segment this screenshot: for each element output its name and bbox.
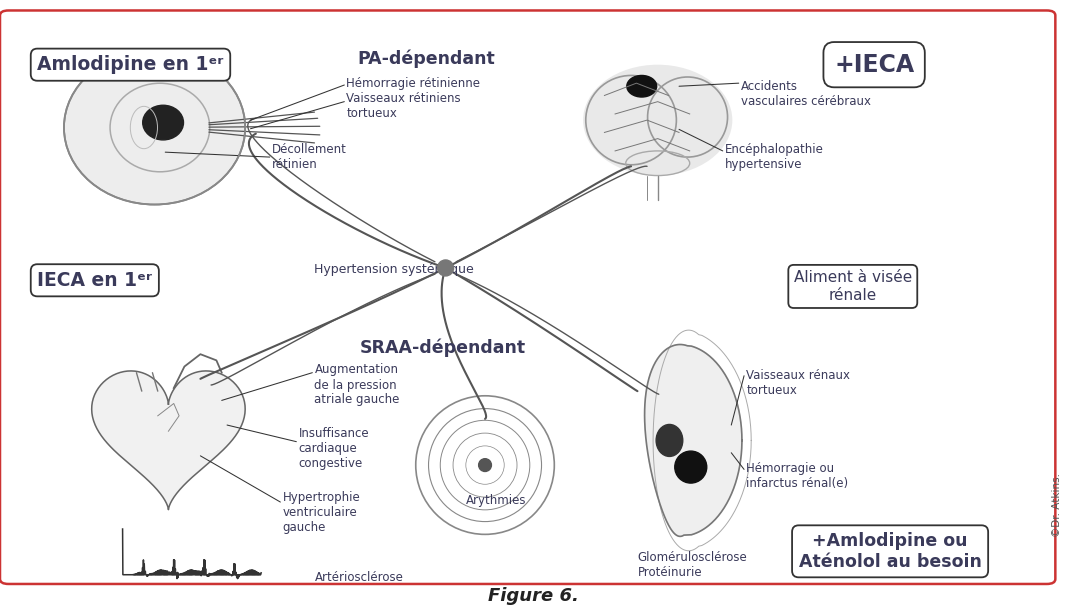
Text: SRAA-dépendant: SRAA-dépendant [359, 339, 526, 357]
Text: Insuffisance
cardiaque
congestive: Insuffisance cardiaque congestive [298, 427, 369, 470]
Text: Glomérulosclérose
Protéinurie: Glomérulosclérose Protéinurie [637, 551, 747, 579]
Text: Aliment à visée
rénale: Aliment à visée rénale [794, 270, 911, 302]
Text: +IECA: +IECA [834, 53, 915, 76]
Text: IECA en 1ᵉʳ: IECA en 1ᵉʳ [37, 271, 152, 290]
Ellipse shape [143, 105, 183, 140]
Ellipse shape [583, 65, 732, 176]
Text: Hémorragie rétinienne
Vaisseaux rétiniens
tortueux: Hémorragie rétinienne Vaisseaux rétinien… [346, 77, 481, 120]
Text: Décollement
rétinien: Décollement rétinien [272, 143, 346, 171]
Text: +Amlodipine ou
Aténolol au besoin: +Amlodipine ou Aténolol au besoin [798, 532, 982, 570]
Text: Accidents
vasculaires cérébraux: Accidents vasculaires cérébraux [741, 79, 871, 108]
Text: Hypertrophie
ventriculaire
gauche: Hypertrophie ventriculaire gauche [282, 491, 360, 534]
Polygon shape [92, 371, 245, 509]
Ellipse shape [64, 51, 245, 205]
Text: Figure 6.: Figure 6. [487, 587, 579, 606]
Ellipse shape [675, 451, 707, 483]
Text: Augmentation
de la pression
atriale gauche: Augmentation de la pression atriale gauc… [314, 363, 400, 407]
Ellipse shape [656, 424, 683, 456]
Text: ©Dr. Atkins.: ©Dr. Atkins. [1052, 473, 1063, 537]
Text: Hypertension systémique: Hypertension systémique [314, 263, 474, 277]
Ellipse shape [437, 260, 454, 276]
Text: Arythmies: Arythmies [466, 493, 526, 507]
Text: Hémorragie ou
infarctus rénal(e): Hémorragie ou infarctus rénal(e) [746, 461, 849, 490]
Text: Artériosclérose: Artériosclérose [314, 570, 403, 584]
Text: Encéphalopathie
hypertensive: Encéphalopathie hypertensive [725, 143, 824, 171]
Text: PA-dépendant: PA-dépendant [357, 49, 496, 68]
Polygon shape [645, 344, 742, 537]
Ellipse shape [479, 459, 491, 471]
Text: Amlodipine en 1ᵉʳ: Amlodipine en 1ᵉʳ [37, 55, 224, 74]
Text: Vaisseaux rénaux
tortueux: Vaisseaux rénaux tortueux [746, 369, 851, 397]
Ellipse shape [627, 75, 657, 97]
